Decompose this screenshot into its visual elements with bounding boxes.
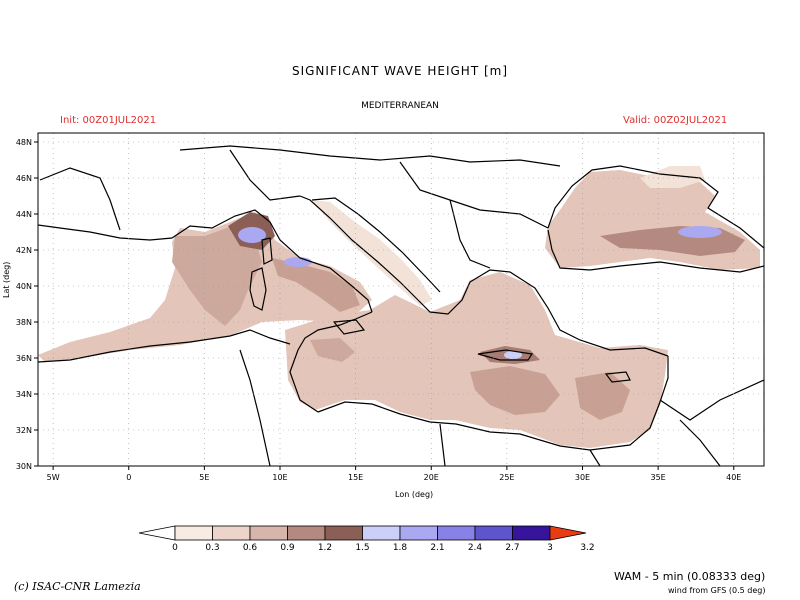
wave-patch-black-sea [678,226,722,238]
lon-tick-label: 5W [47,473,60,482]
map-title: SIGNIFICANT WAVE HEIGHT [m] [291,64,509,78]
wind-source-label: wind from GFS (0.5 deg) [668,586,766,595]
colorbar-swatch [437,525,476,541]
colorbar-label: 2.4 [468,543,483,553]
lat-tick-label: 32N [16,426,32,435]
wave-area-adriatic [312,200,432,306]
wave-area-tyrrhenian [272,258,360,312]
wave-area-cyprus-darker [575,372,630,420]
valid-time-label: Valid: 00Z02JUL2021 [623,115,728,126]
colorbar-label: 2.1 [430,543,444,553]
lon-tick-label: 0 [126,473,131,482]
wave-area-lion [172,226,262,326]
colorbar-label: 0 [172,543,178,553]
model-label: WAM - 5 min (0.08333 deg) [614,570,766,583]
colorbar-label: 1.2 [318,543,332,553]
lat-tick-label: 44N [16,210,32,219]
wave-area-levantine-darker [470,366,560,415]
lat-tick-label: 40N [16,282,32,291]
lon-tick-label: 10E [272,473,287,482]
colorbar-swatch [324,525,363,541]
wave-area-azov [640,166,705,188]
map-frame [37,132,765,467]
coastlines [38,145,764,466]
colorbar-swatch [249,525,288,541]
colorbar-label: 1.8 [393,543,408,553]
wave-patch-ligurian [238,227,266,243]
x-axis-label: Lon (deg) [395,490,434,499]
lon-tick-label: 35E [651,473,666,482]
wave-patch-tyrrhenian [284,257,312,267]
lat-tick-label: 38N [16,318,32,327]
lon-tick-label: 40E [726,473,741,482]
colorbar-label: 0.9 [280,543,295,553]
lat-tick-label: 36N [16,354,32,363]
lat-tick-label: 34N [16,390,32,399]
lat-tick-label: 48N [16,138,32,147]
y-axis-label: Lat (deg) [2,261,11,298]
colorbar-label: 1.5 [355,543,369,553]
colorbar-swatch [287,525,326,541]
lon-tick-label: 15E [348,473,363,482]
wave-area-eastern [285,272,668,448]
lon-tick-label: 20E [424,473,439,482]
colorbar-swatch [474,525,513,541]
colorbar-label: 2.7 [505,543,519,553]
colorbar-arrow-low [138,525,176,541]
colorbar-swatch [362,525,401,541]
lon-tick-label: 5E [199,473,209,482]
colorbar-swatch [512,525,551,541]
lat-tick-label: 30N [16,462,32,471]
lon-tick-label: 30E [575,473,590,482]
wave-field [38,166,760,448]
lat-tick-label: 46N [16,174,32,183]
wave-area-ionian-darker [310,338,355,362]
init-time-label: Init: 00Z01JUL2021 [60,115,157,126]
lon-tick-label: 25E [499,473,514,482]
colorbar-swatch [399,525,438,541]
colorbar-label: 3 [547,543,553,553]
colorbar-swatch [212,525,251,541]
colorbar-legend: 0 0.3 0.6 0.9 1.2 1.5 1.8 2.1 2.4 2.7 3 3.2 [138,525,595,553]
colorbar-label: 0.3 [205,543,219,553]
lat-tick-label: 42N [16,246,32,255]
credit-label: (c) ISAC-CNR Lamezia [14,580,141,593]
axis-ticks: 5W 0 5E 10E 15E 20E 25E 30E 35E 40E 48N 46N 44N 42N 40… [16,138,742,482]
wave-patch-aegean [504,351,522,359]
colorbar-label: 0.6 [243,543,258,553]
colorbar-label: 3.2 [580,543,594,553]
map-subtitle: MEDITERRANEAN [361,101,439,111]
colorbar-arrow-high [549,525,587,541]
colorbar-swatch [174,525,213,541]
